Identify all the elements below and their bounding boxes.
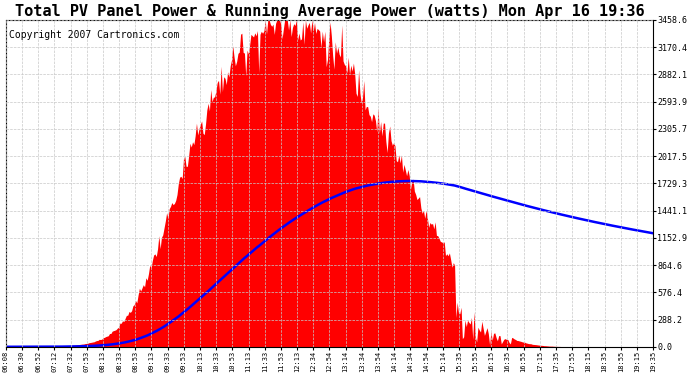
Text: Copyright 2007 Cartronics.com: Copyright 2007 Cartronics.com bbox=[9, 30, 179, 40]
Title: Total PV Panel Power & Running Average Power (watts) Mon Apr 16 19:36: Total PV Panel Power & Running Average P… bbox=[14, 3, 644, 19]
